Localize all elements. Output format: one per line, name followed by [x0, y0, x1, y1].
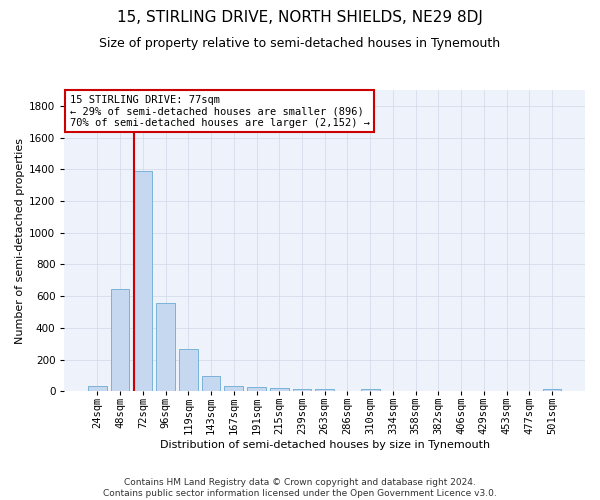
- Bar: [179, 350, 197, 392]
- Bar: [316, 390, 334, 392]
- Text: Contains HM Land Registry data © Crown copyright and database right 2024.
Contai: Contains HM Land Registry data © Crown c…: [103, 478, 497, 498]
- Bar: [247, 387, 266, 392]
- X-axis label: Distribution of semi-detached houses by size in Tynemouth: Distribution of semi-detached houses by …: [160, 440, 490, 450]
- Bar: [224, 386, 243, 392]
- Bar: [156, 302, 175, 392]
- Text: Size of property relative to semi-detached houses in Tynemouth: Size of property relative to semi-detach…: [100, 38, 500, 51]
- Text: 15 STIRLING DRIVE: 77sqm
← 29% of semi-detached houses are smaller (896)
70% of : 15 STIRLING DRIVE: 77sqm ← 29% of semi-d…: [70, 94, 370, 128]
- Bar: [111, 289, 130, 392]
- Bar: [202, 376, 220, 392]
- Bar: [88, 386, 107, 392]
- Bar: [293, 388, 311, 392]
- Y-axis label: Number of semi-detached properties: Number of semi-detached properties: [15, 138, 25, 344]
- Bar: [361, 388, 380, 392]
- Bar: [134, 171, 152, 392]
- Bar: [543, 388, 562, 392]
- Bar: [270, 388, 289, 392]
- Text: 15, STIRLING DRIVE, NORTH SHIELDS, NE29 8DJ: 15, STIRLING DRIVE, NORTH SHIELDS, NE29 …: [117, 10, 483, 25]
